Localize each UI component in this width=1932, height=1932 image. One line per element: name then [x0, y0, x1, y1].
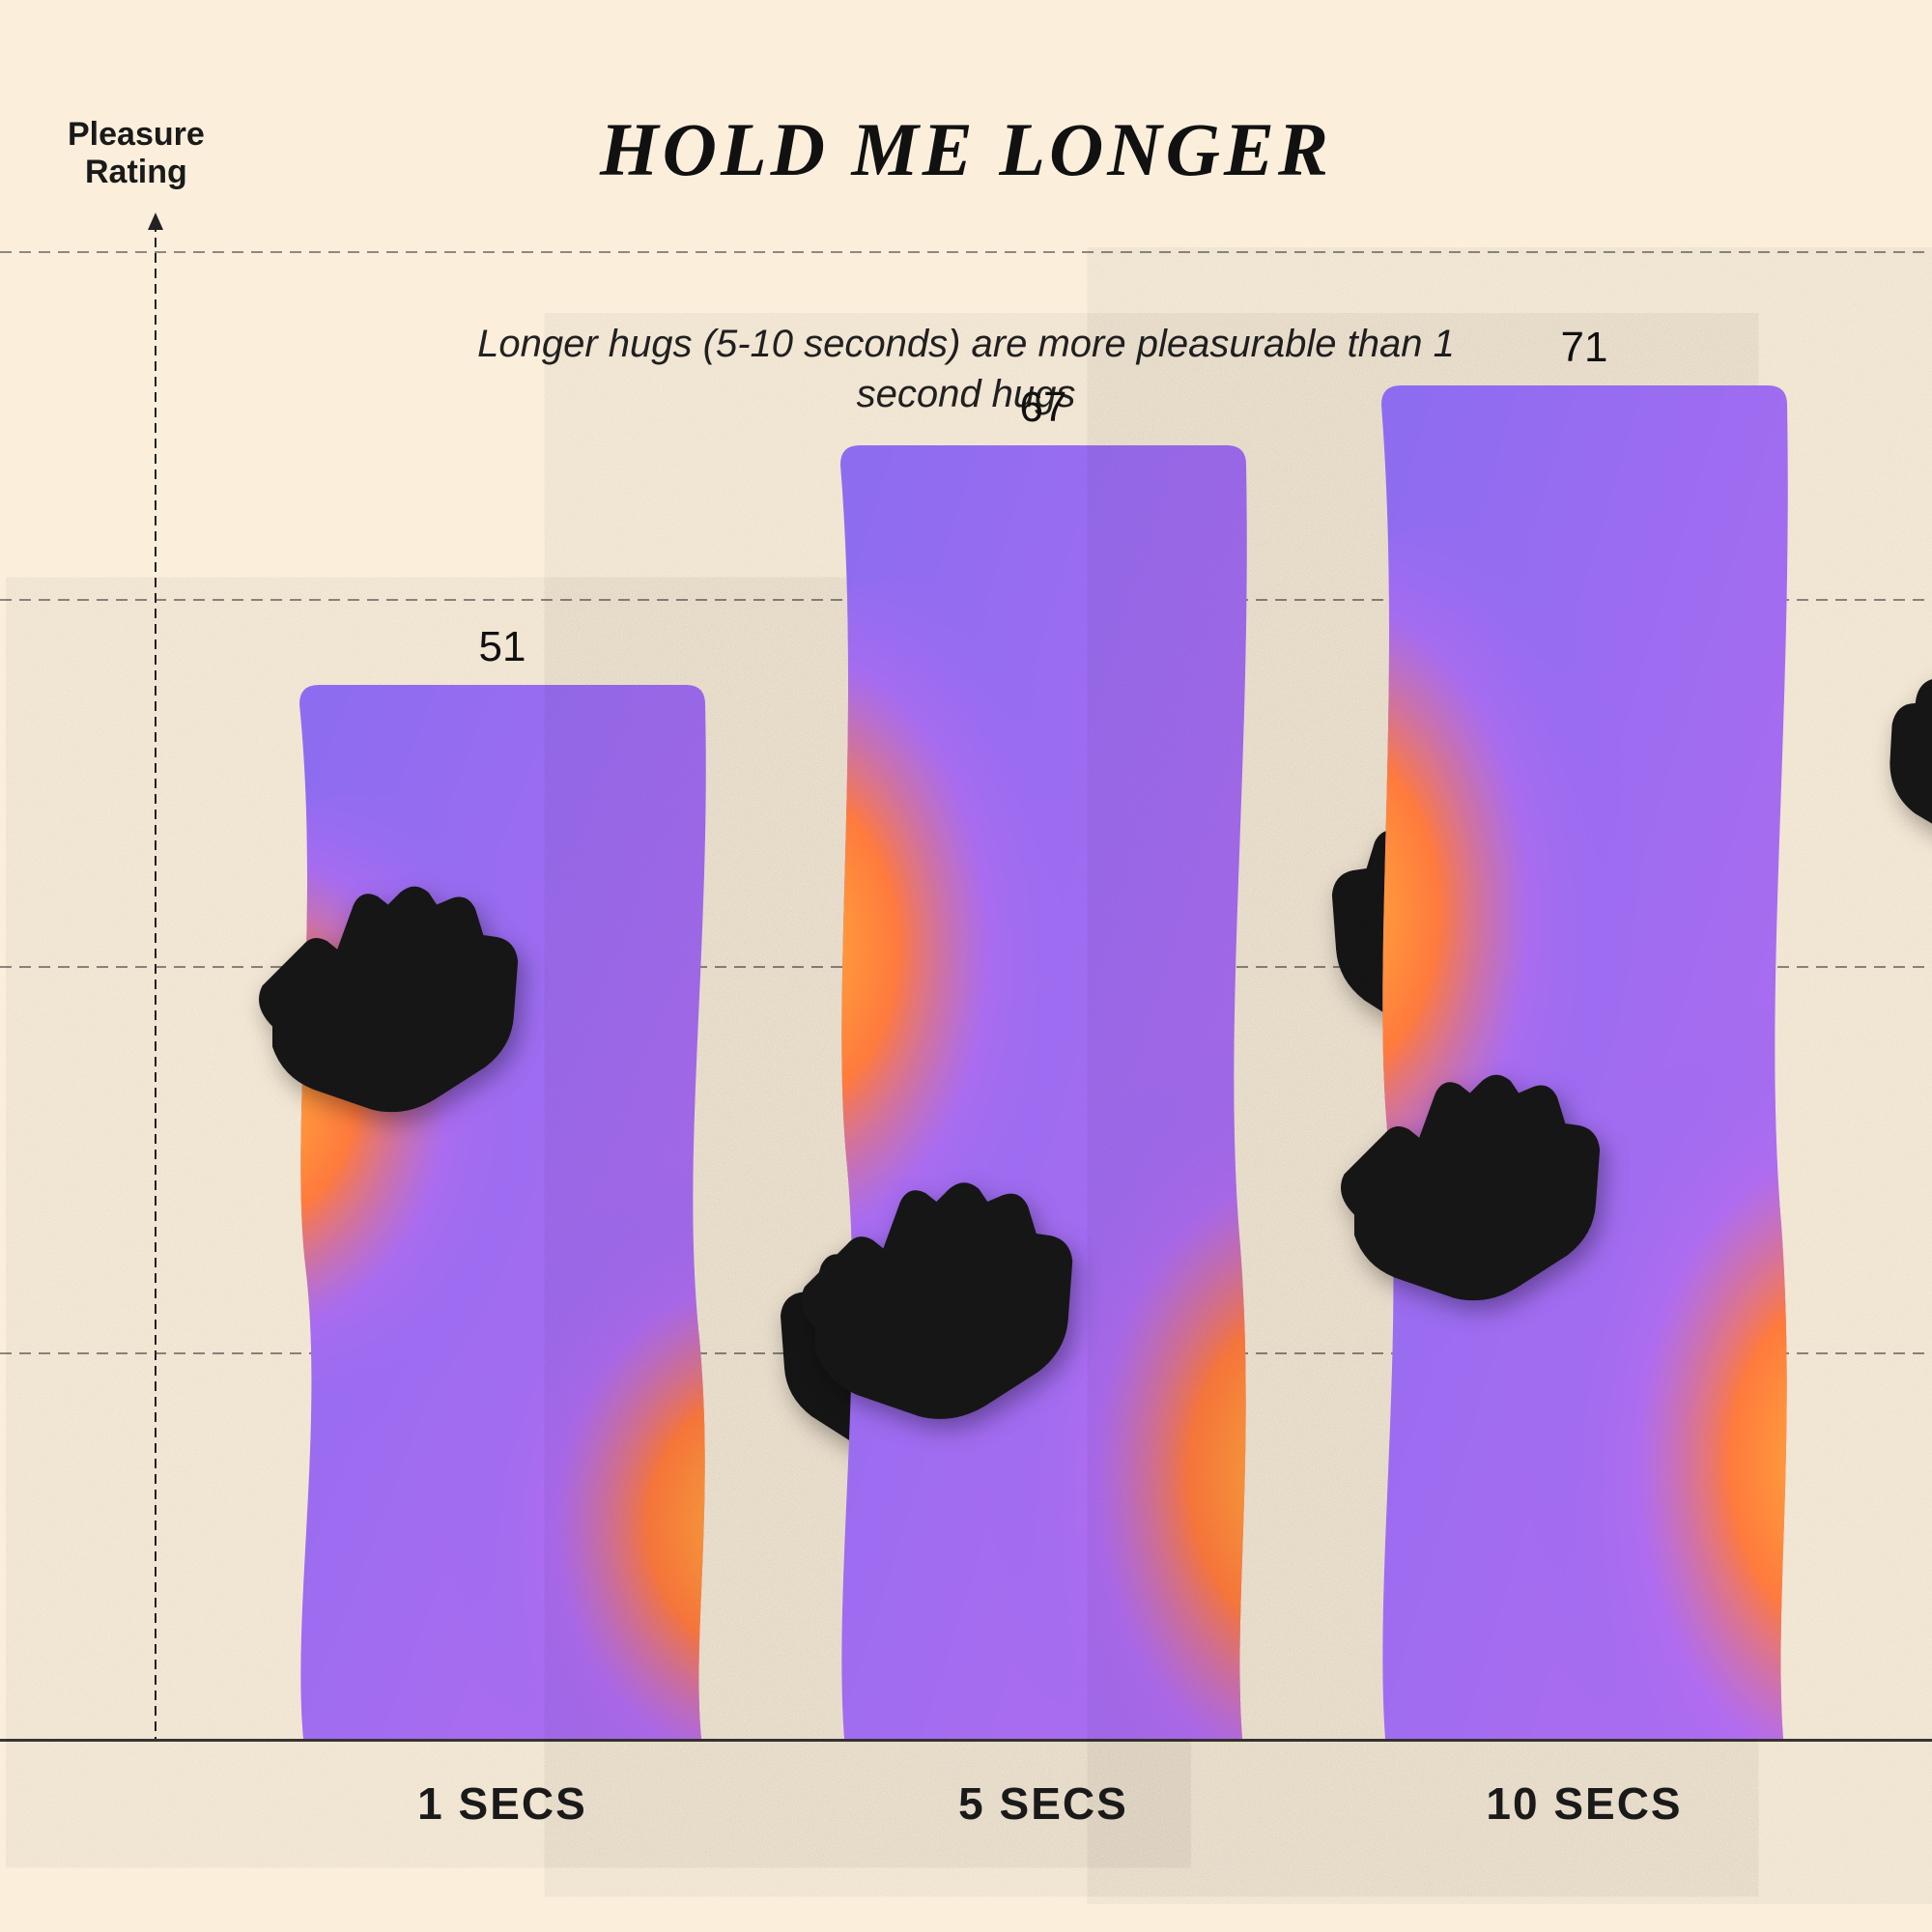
bar-body: [840, 445, 1246, 1739]
bar: 67: [840, 384, 1246, 1739]
bar-body: [299, 685, 705, 1739]
bar-value-label: 51: [479, 623, 526, 671]
bar: 51: [299, 623, 705, 1739]
x-axis-baseline: [0, 1739, 1932, 1742]
hands-overlay: [1381, 385, 1787, 1739]
bar: 71: [1381, 324, 1787, 1739]
y-axis-label-line1: Pleasure: [68, 116, 205, 153]
x-axis-labels: 1 SECS 5 SECS 10 SECS: [232, 1777, 1855, 1830]
hands-overlay: [299, 685, 705, 1739]
hands-overlay: [840, 445, 1246, 1739]
x-axis-label: 5 SECS: [840, 1777, 1246, 1830]
x-axis-label: 10 SECS: [1381, 1777, 1787, 1830]
bar-group: 51 67: [232, 0, 1855, 1739]
infographic-canvas: Pleasure Rating HOLD ME LONGER Longer hu…: [0, 0, 1932, 1932]
y-axis-label-line2: Rating: [85, 154, 187, 190]
y-axis-label: Pleasure Rating: [68, 116, 205, 191]
bar-value-label: 67: [1020, 384, 1067, 432]
y-axis-line: [155, 222, 156, 1739]
bar-body: [1381, 385, 1787, 1739]
bar-value-label: 71: [1561, 324, 1608, 372]
x-axis-label: 1 SECS: [299, 1777, 705, 1830]
